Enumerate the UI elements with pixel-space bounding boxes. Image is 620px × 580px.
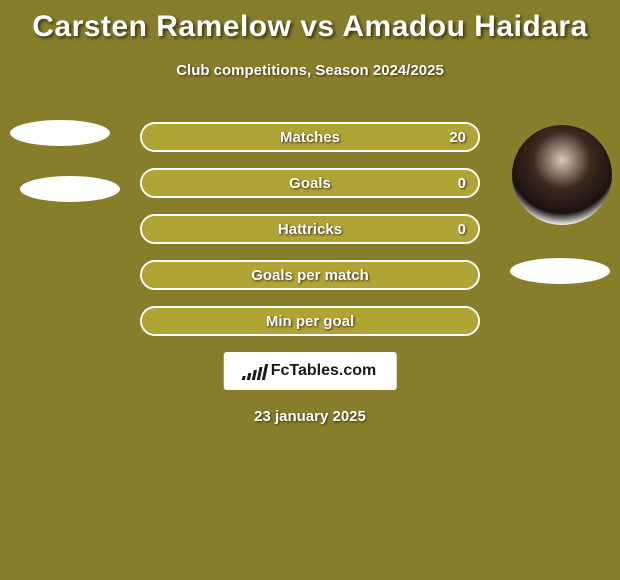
stat-fill	[142, 124, 478, 150]
placeholder-ellipse-left-1	[10, 120, 110, 146]
stats-container: Matches20 Goals0 Hattricks0 Goals per match…	[140, 122, 480, 352]
logo-bars-icon	[242, 362, 269, 380]
stat-row: Goals0	[140, 168, 480, 198]
stat-fill	[142, 308, 478, 334]
stat-fill	[142, 170, 478, 196]
logo-bar	[262, 364, 268, 380]
placeholder-ellipse-left-2	[20, 176, 120, 202]
stat-row: Min per goal	[140, 306, 480, 336]
page-title: Carsten Ramelow vs Amadou Haidara	[0, 0, 620, 44]
logo-text: FcTables.com	[271, 362, 377, 380]
fctables-logo: FcTables.com	[224, 352, 397, 390]
stat-value-right: 0	[458, 170, 466, 196]
logo-bar	[242, 376, 246, 380]
logo-bar	[247, 373, 251, 380]
subtitle: Club competitions, Season 2024/2025	[0, 62, 620, 79]
stat-row: Matches20	[140, 122, 480, 152]
stat-fill	[142, 262, 478, 288]
stat-row: Hattricks0	[140, 214, 480, 244]
placeholder-ellipse-right-1	[510, 258, 610, 284]
stat-value-right: 20	[449, 124, 466, 150]
avatar-player-right	[512, 125, 612, 225]
stat-value-right: 0	[458, 216, 466, 242]
stat-row: Goals per match	[140, 260, 480, 290]
date-label: 23 january 2025	[0, 408, 620, 425]
stat-fill	[142, 216, 478, 242]
